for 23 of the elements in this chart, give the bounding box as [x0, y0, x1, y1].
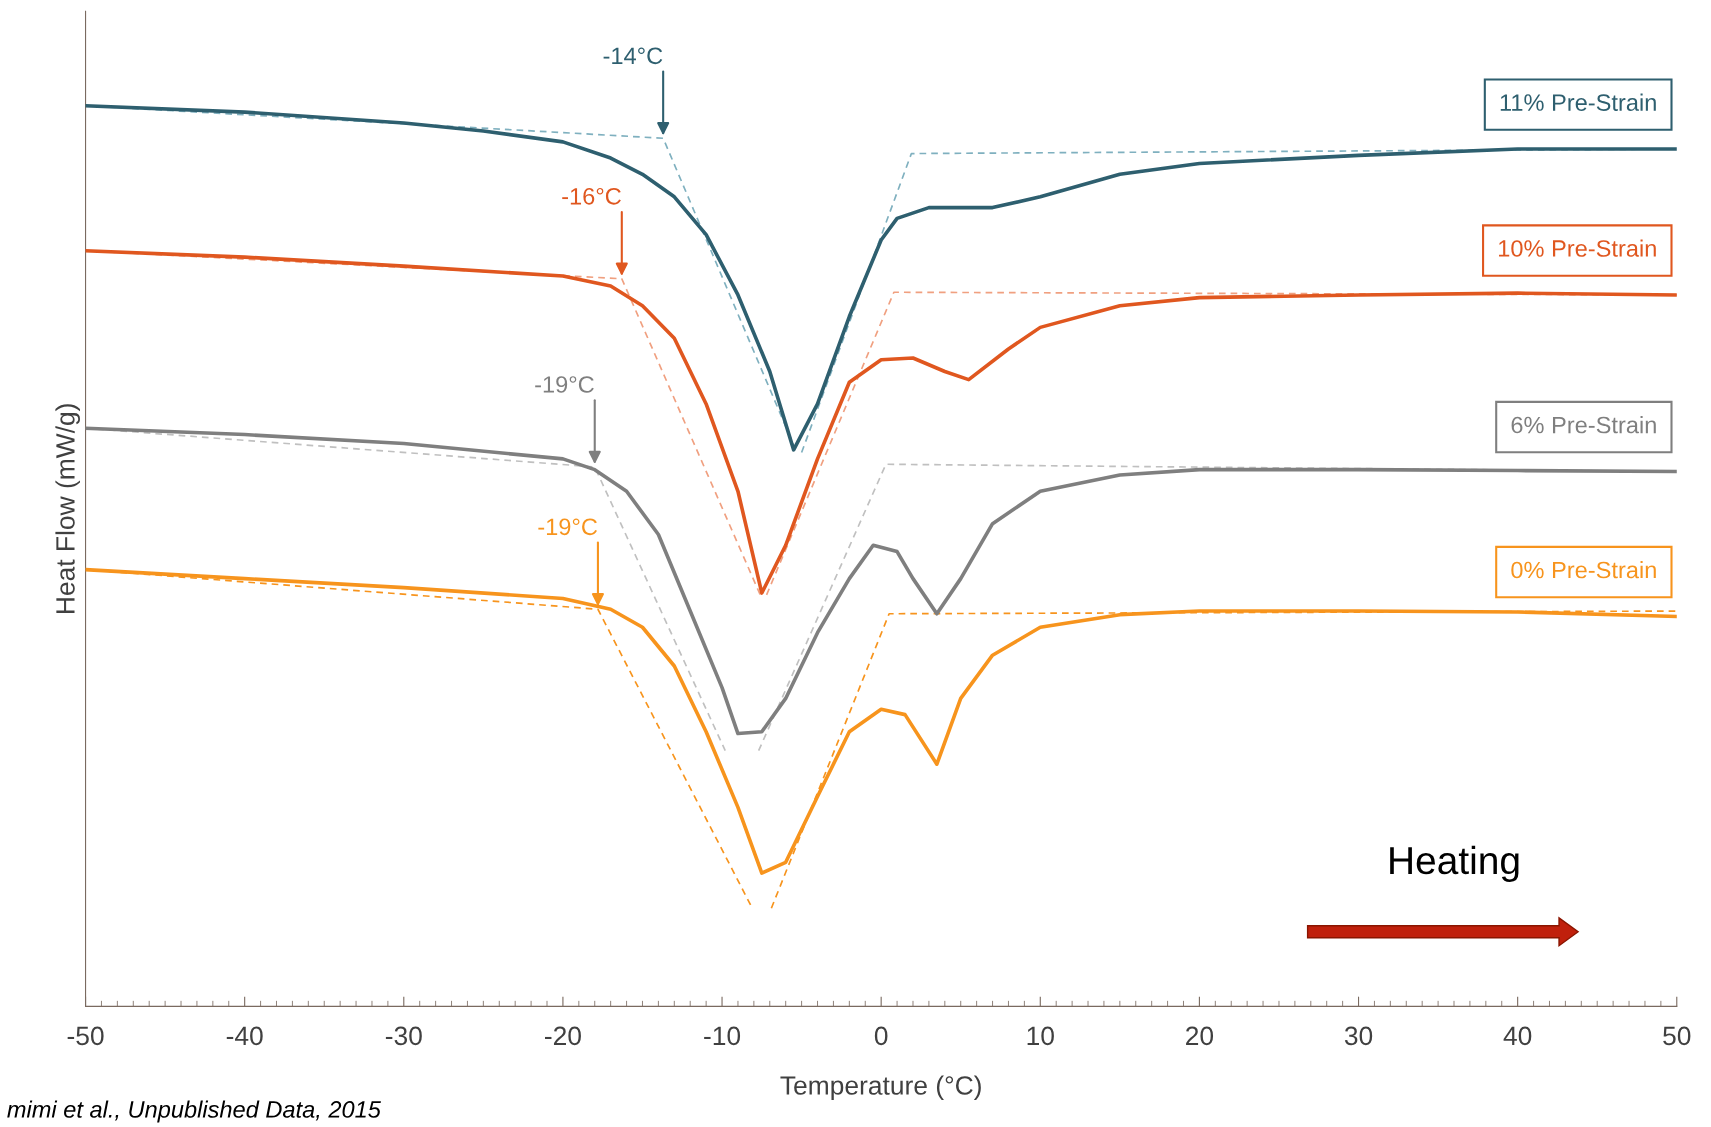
annotation: -19°C — [535, 376, 594, 393]
x-tick-label: 30 — [1344, 1026, 1373, 1046]
x-axis-title: Temperature (°C) — [780, 1075, 981, 1101]
annotation: -16°C — [562, 187, 621, 205]
annotation: -19°C — [538, 518, 598, 536]
series-label: 11% Pre-Strain — [1500, 93, 1656, 111]
series-label: 0% Pre-Strain — [1511, 561, 1656, 579]
x-tick-label: -20 — [545, 1026, 581, 1046]
x-tick-label: -40 — [226, 1026, 263, 1046]
text: mimi et al., Unpublished Data, 2015 — [7, 1100, 381, 1123]
x-tick-label: 10 — [1027, 1026, 1054, 1046]
x-tick-label: 50 — [1663, 1026, 1691, 1046]
x-tick-label: -30 — [385, 1026, 422, 1046]
series-label: 10% Pre-Strain — [1499, 239, 1656, 257]
x-tick-label: -50 — [67, 1026, 104, 1046]
series-label: 6% Pre-Strain — [1511, 416, 1656, 434]
y-axis-title: Heat Flow (mW/g) — [55, 404, 80, 613]
x-tick-label: 40 — [1503, 1026, 1532, 1046]
x-tick-label: -10 — [704, 1026, 741, 1046]
annotation: Heating — [1390, 845, 1519, 883]
annotation: -14°C — [603, 47, 663, 65]
x-tick-label: 20 — [1186, 1026, 1214, 1046]
x-tick-label: 0 — [874, 1026, 888, 1046]
